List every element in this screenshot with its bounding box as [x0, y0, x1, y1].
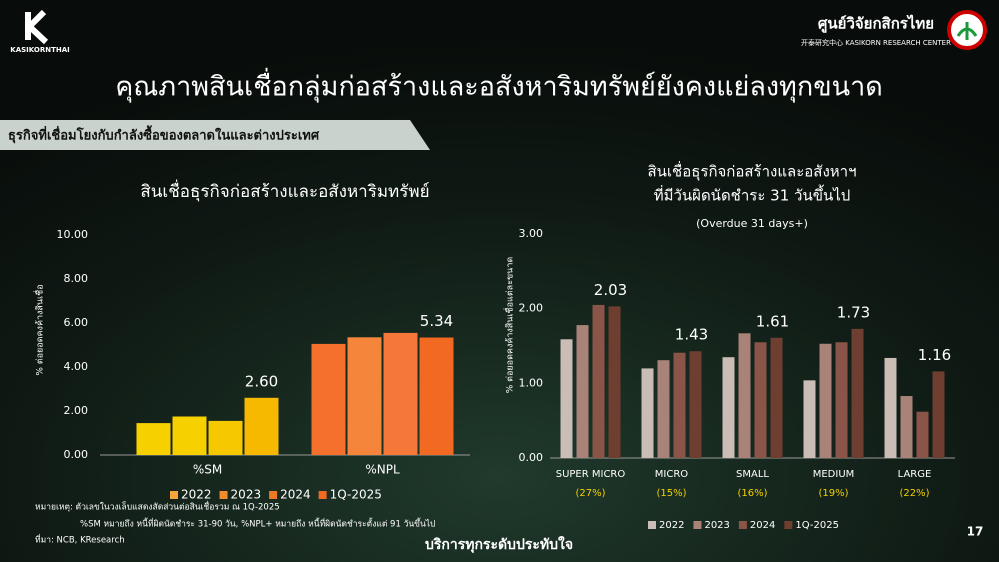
- bar: [244, 397, 279, 455]
- legend-swatch: [170, 491, 178, 499]
- x-tick-label: SUPER MICRO: [556, 469, 626, 480]
- y-tick-label: 3.00: [519, 227, 544, 240]
- bar: [608, 306, 621, 458]
- legend-swatch: [693, 521, 702, 529]
- legend-swatch: [738, 521, 747, 529]
- org-logo-leaf: [956, 22, 978, 40]
- bar: [311, 343, 346, 455]
- value-label: 1.43: [675, 326, 708, 344]
- legend-label: 2023: [231, 488, 262, 502]
- y-tick-label: 6.00: [64, 316, 89, 329]
- logo-text: KASIKORNTHAI: [10, 46, 69, 54]
- bar: [208, 420, 243, 455]
- legend-label: 2024: [280, 488, 311, 502]
- y-tick-label: 1.00: [519, 376, 544, 389]
- legend-swatch: [219, 491, 228, 499]
- value-label: 2.03: [594, 281, 627, 299]
- note: หมายเหตุ: ตัวเลขในวงเล็บแสดงสัดส่วนต่อสิ…: [35, 501, 280, 513]
- value-label: 1.61: [756, 312, 789, 330]
- banner: [0, 120, 430, 150]
- value-label: 1.16: [918, 346, 951, 364]
- y-tick-label: 2.00: [519, 302, 544, 315]
- slide-title: คุณภาพสินเชื่อกลุ่มก่อสร้างและอสังหาริมท…: [115, 68, 883, 104]
- legend-label: 1Q-2025: [795, 520, 839, 531]
- legend-label: 2022: [659, 520, 684, 531]
- chart-subtitle: (Overdue 31 days+): [696, 217, 808, 230]
- legend-label: 2023: [704, 520, 729, 531]
- y-axis-label: % ต่อยอดคงค้างสินเชื่อแต่ละขนาด: [503, 257, 516, 394]
- y-tick-label: 0.00: [519, 451, 544, 464]
- bar: [900, 396, 913, 458]
- note: %SM หมายถึง หนี้ที่ผิดนัดชำระ 31-90 วัน,…: [80, 518, 435, 530]
- bar: [657, 360, 670, 458]
- page-number: 17: [967, 525, 984, 539]
- legend-swatch: [318, 491, 327, 499]
- bar: [916, 411, 929, 458]
- x-tick-label: MICRO: [655, 469, 689, 480]
- bar: [136, 423, 171, 455]
- category-note: (15%): [656, 488, 686, 499]
- x-tick-label: SMALL: [736, 469, 769, 480]
- value-label: 1.73: [837, 303, 870, 321]
- chart-title: สินเชื่อธุรกิจก่อสร้างและอสังหาฯ: [648, 161, 857, 182]
- bar: [738, 333, 751, 458]
- legend-swatch: [648, 521, 656, 529]
- y-tick-label: 8.00: [64, 272, 89, 285]
- x-tick-label: LARGE: [898, 469, 932, 480]
- bar: [689, 351, 702, 458]
- bar: [592, 304, 605, 458]
- bar: [673, 352, 686, 458]
- y-tick-label: 0.00: [64, 448, 89, 461]
- x-tick-label: %NPL: [365, 463, 400, 477]
- legend-swatch: [784, 521, 793, 529]
- bar: [172, 416, 207, 455]
- category-note: (16%): [737, 488, 767, 499]
- category-note: (27%): [575, 488, 605, 499]
- bar: [770, 337, 783, 458]
- note: ที่มา: NCB, KResearch: [35, 534, 125, 546]
- bar: [419, 337, 454, 455]
- x-tick-label: %SM: [193, 463, 222, 477]
- chart-title: สินเชื่อธุรกิจก่อสร้างและอสังหาริมทรัพย์: [140, 179, 429, 202]
- bar: [884, 357, 897, 458]
- value-label: 5.34: [420, 312, 453, 330]
- legend-label: 2022: [181, 488, 212, 502]
- bar: [803, 380, 816, 458]
- bar: [560, 339, 573, 458]
- bar: [851, 328, 864, 458]
- bar: [641, 368, 654, 458]
- logo-mark: [25, 9, 49, 45]
- y-tick-label: 10.00: [57, 228, 89, 241]
- category-note: (19%): [818, 488, 848, 499]
- chart-title: ที่มีวันผิดนัดชำระ 31 วันขึ้นไป: [654, 185, 851, 205]
- org-sub: 开泰研究中心 KASIKORN RESEARCH CENTER: [801, 38, 951, 47]
- legend-swatch: [269, 491, 278, 499]
- x-tick-label: MEDIUM: [813, 469, 855, 480]
- footer: บริการทุกระดับประทับใจ: [425, 535, 573, 553]
- y-tick-label: 4.00: [64, 360, 89, 373]
- legend-label: 1Q-2025: [330, 488, 382, 502]
- bar: [383, 332, 418, 455]
- category-note: (22%): [899, 488, 929, 499]
- banner-text: ธุรกิจที่เชื่อมโยงกับกำลังซื้อของตลาดในแ…: [8, 125, 320, 144]
- legend-label: 2024: [750, 520, 775, 531]
- bar: [722, 357, 735, 458]
- bar: [754, 342, 767, 458]
- bar: [835, 342, 848, 458]
- value-label: 2.60: [245, 372, 278, 390]
- bar: [347, 337, 382, 455]
- bar: [932, 371, 945, 458]
- bar: [819, 343, 832, 458]
- y-tick-label: 2.00: [64, 404, 89, 417]
- org-name: ศูนย์วิจัยกสิกรไทย: [818, 14, 934, 34]
- y-axis-label: % ต่อยอดคงค้างสินเชื่อ: [33, 284, 46, 375]
- bar: [576, 325, 589, 458]
